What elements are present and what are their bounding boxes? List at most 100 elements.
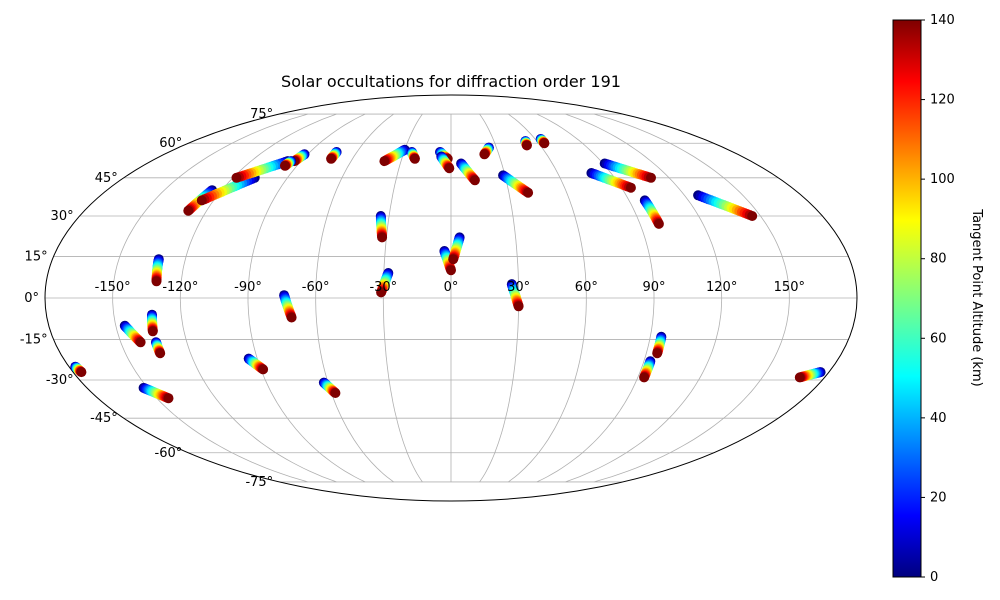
longitude-tick-label: -90° bbox=[234, 280, 262, 295]
tangent-point bbox=[646, 172, 656, 183]
latitude-tick-label: 45° bbox=[95, 171, 118, 186]
graticule-grid bbox=[45, 113, 857, 483]
longitude-tick-label: 0° bbox=[444, 280, 459, 295]
tangent-point bbox=[513, 301, 524, 312]
tangent-point bbox=[653, 218, 664, 229]
colorbar: 0 20 40 60 80 100 120 140 Tangent Point Altitud… bbox=[892, 13, 984, 585]
occultation-track bbox=[376, 268, 394, 298]
tangent-point bbox=[196, 195, 207, 206]
occultation-track bbox=[693, 190, 758, 221]
tangent-point bbox=[258, 364, 269, 375]
occultation-track bbox=[70, 361, 87, 378]
latitude-tick-label: 75° bbox=[250, 107, 273, 122]
longitude-tick-label: 30° bbox=[507, 280, 530, 295]
tangent-point bbox=[444, 163, 455, 174]
tangent-point bbox=[639, 372, 650, 383]
longitude-tick-label: 90° bbox=[642, 280, 665, 295]
latitude-tick-label: -45° bbox=[90, 411, 118, 426]
latitude-tick-label: -15° bbox=[20, 333, 48, 348]
tangent-point bbox=[280, 160, 290, 171]
latitude-tick-label: -60° bbox=[155, 446, 183, 461]
latitude-tick-label: 60° bbox=[159, 136, 182, 151]
colorbar-ticks: 0 20 40 60 80 100 120 140 bbox=[921, 13, 955, 585]
occultation-track bbox=[289, 149, 310, 167]
occultation-track bbox=[138, 382, 174, 404]
occultation-track bbox=[436, 151, 455, 174]
tangent-point bbox=[151, 276, 162, 287]
map-boundary bbox=[44, 94, 858, 502]
tangent-point bbox=[135, 337, 146, 348]
occultation-track bbox=[506, 279, 524, 312]
tangent-point bbox=[76, 367, 87, 378]
latitude-tick-labels: 75° 60° 45° 30° 15° 0° -15° -30° -45° -60° -75° bbox=[20, 107, 273, 490]
tangent-point bbox=[376, 287, 387, 298]
tangent-point bbox=[183, 205, 194, 216]
occultation-track bbox=[280, 156, 297, 171]
colorbar-tick-label: 120 bbox=[930, 93, 955, 108]
colorbar-tick-label: 40 bbox=[930, 411, 947, 426]
colorbar-tick-label: 80 bbox=[930, 252, 947, 267]
tangent-point bbox=[479, 149, 490, 160]
tangent-point bbox=[521, 140, 532, 151]
occultation-track bbox=[119, 320, 146, 348]
occultation-track bbox=[243, 353, 269, 375]
occultation-track bbox=[448, 232, 465, 265]
tangent-point bbox=[286, 312, 297, 323]
occultation-track bbox=[375, 211, 388, 243]
occultation-track bbox=[318, 377, 341, 398]
tangent-point bbox=[539, 138, 550, 149]
occultation-track bbox=[639, 356, 656, 383]
tangent-point bbox=[379, 156, 390, 167]
longitude-tick-label: -30° bbox=[369, 280, 397, 295]
occultation-track bbox=[520, 136, 532, 151]
occultation-track bbox=[652, 331, 667, 359]
longitude-tick-labels: -150° -120° -90° -60° -30° 0° 30° 60° 90° 120° 150… bbox=[95, 280, 805, 295]
tangent-point bbox=[231, 172, 242, 183]
colorbar-label: Tangent Point Altitude (km) bbox=[969, 208, 984, 386]
colorbar-tick-label: 100 bbox=[930, 172, 955, 187]
occultation-track bbox=[147, 309, 158, 337]
tangent-point bbox=[409, 153, 420, 164]
tangent-point bbox=[747, 211, 758, 221]
occultation-track bbox=[279, 290, 297, 323]
tangent-point bbox=[523, 187, 534, 198]
occultation-track bbox=[196, 172, 260, 206]
chart-title: Solar occultations for diffraction order… bbox=[281, 72, 621, 91]
occultation-track bbox=[498, 170, 534, 198]
latitude-tick-label: 30° bbox=[51, 209, 74, 224]
occultation-track bbox=[379, 144, 410, 167]
occultation-tracks bbox=[70, 134, 826, 404]
latitude-tick-label: 15° bbox=[25, 249, 48, 264]
tangent-point bbox=[326, 153, 337, 164]
colorbar-tick-label: 60 bbox=[930, 331, 947, 346]
occultation-track bbox=[151, 254, 164, 287]
occultation-track bbox=[479, 142, 494, 160]
occultation-track bbox=[406, 147, 420, 164]
occultation-track bbox=[794, 367, 826, 383]
latitude-tick-label: -30° bbox=[46, 373, 74, 388]
tangent-point bbox=[469, 175, 480, 186]
tangent-point bbox=[163, 393, 174, 404]
tangent-point bbox=[377, 232, 388, 243]
colorbar-tick-label: 0 bbox=[930, 570, 938, 585]
occultation-track bbox=[639, 195, 664, 229]
colorbar-tick-label: 140 bbox=[930, 13, 955, 28]
occultation-track bbox=[326, 147, 342, 164]
longitude-tick-label: -150° bbox=[95, 280, 131, 295]
tangent-point bbox=[155, 348, 166, 359]
occultation-track bbox=[151, 337, 166, 359]
tangent-point bbox=[794, 372, 805, 383]
tangent-point bbox=[652, 348, 663, 359]
tangent-point bbox=[446, 265, 456, 276]
latitude-tick-label: -75° bbox=[245, 475, 273, 490]
occultation-track bbox=[586, 168, 636, 193]
occultation-track bbox=[456, 158, 480, 186]
longitude-tick-label: -60° bbox=[302, 280, 330, 295]
tangent-point bbox=[625, 182, 636, 193]
tangent-point bbox=[147, 326, 158, 337]
latitude-tick-label: 0° bbox=[24, 291, 39, 306]
longitude-tick-label: -120° bbox=[162, 280, 198, 295]
longitude-tick-label: 120° bbox=[706, 280, 737, 295]
longitude-tick-label: 150° bbox=[774, 280, 805, 295]
